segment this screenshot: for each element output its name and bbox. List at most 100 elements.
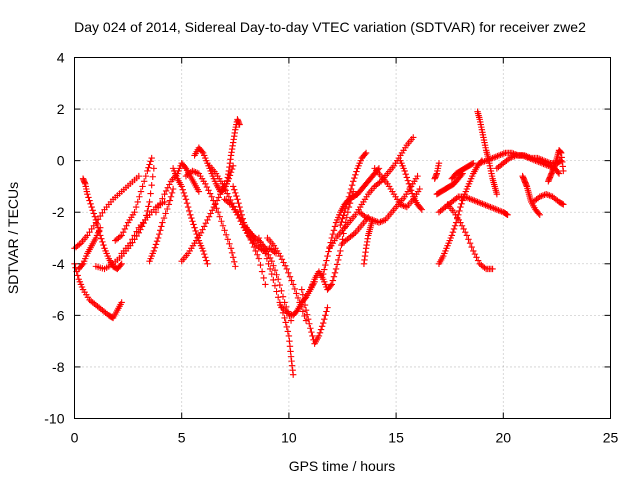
data-point [458, 222, 466, 229]
chart-title: Day 024 of 2014, Sidereal Day-to-day VTE… [74, 19, 586, 35]
data-point [333, 261, 341, 268]
data-point [238, 211, 245, 218]
data-point [263, 255, 271, 262]
data-point [133, 228, 140, 235]
data-point [224, 190, 231, 197]
data-point [536, 211, 543, 218]
data-point [503, 210, 510, 218]
data-point [332, 265, 340, 273]
data-point [197, 229, 205, 237]
data-point [456, 207, 463, 215]
data-point [323, 308, 330, 315]
data-point [343, 201, 350, 208]
data-point [348, 181, 356, 189]
data-point [293, 308, 300, 315]
data-point [282, 319, 289, 326]
data-point [560, 201, 567, 208]
series-arc12 [182, 167, 239, 270]
data-point [273, 271, 280, 278]
data-point [293, 290, 300, 297]
data-point [457, 219, 464, 226]
data-point [142, 172, 149, 180]
data-point [322, 261, 329, 269]
data-point [302, 307, 310, 314]
data-point [224, 236, 231, 243]
data-point [257, 261, 264, 269]
data-point [416, 185, 423, 193]
data-point [147, 190, 154, 197]
data-point [164, 184, 171, 191]
data-point [299, 308, 307, 315]
data-point [165, 201, 173, 208]
data-point [204, 260, 211, 267]
data-point [280, 259, 287, 266]
data-point [304, 316, 312, 323]
data-point [468, 243, 475, 251]
data-point [118, 232, 125, 239]
data-point [236, 121, 243, 128]
data-point [127, 239, 134, 247]
data-point [202, 219, 210, 227]
data-point [232, 263, 239, 270]
series-arc16 [221, 196, 280, 257]
data-point [257, 238, 264, 246]
data-point [239, 215, 247, 222]
data-point [131, 232, 138, 239]
data-point [329, 277, 337, 284]
data-point [202, 254, 209, 261]
data-point [191, 224, 198, 231]
data-point [225, 193, 233, 200]
data-point [274, 276, 282, 283]
data-point [140, 178, 148, 185]
data-point [88, 225, 95, 233]
data-point [287, 317, 295, 324]
x-axis-label: GPS time / hours [289, 458, 396, 474]
data-point [306, 320, 313, 327]
data-point [291, 285, 298, 293]
data-point [401, 167, 408, 175]
data-point [283, 265, 290, 273]
data-point [120, 228, 127, 236]
data-point [281, 314, 288, 322]
data-point [233, 192, 240, 200]
data-point [92, 216, 100, 224]
data-point [351, 174, 358, 182]
y-tick-label: -4 [52, 256, 65, 272]
data-point [307, 325, 314, 332]
data-point [323, 257, 330, 264]
data-point [231, 186, 238, 193]
data-point [190, 221, 197, 228]
data-point [285, 269, 292, 277]
data-point [560, 167, 567, 175]
data-point [252, 247, 259, 255]
data-point [137, 188, 145, 195]
data-point [93, 220, 101, 228]
data-point [181, 163, 189, 171]
x-tick-label: 10 [281, 430, 297, 446]
data-point [266, 265, 274, 273]
data-point [184, 203, 192, 211]
data-point [134, 198, 141, 206]
data-point [201, 223, 208, 230]
series-arc22 [298, 286, 331, 347]
data-point [117, 261, 124, 269]
data-point [208, 193, 215, 200]
series-arc15 [223, 116, 243, 188]
data-point [213, 205, 220, 212]
data-point [457, 203, 464, 211]
data-point [162, 210, 169, 217]
data-point [402, 170, 409, 178]
data-point [449, 228, 457, 236]
data-point [378, 218, 386, 225]
data-point [216, 213, 223, 220]
data-point [192, 227, 199, 235]
data-point [158, 223, 165, 230]
data-point [473, 254, 480, 261]
data-point [344, 197, 352, 204]
data-point [166, 197, 174, 204]
data-point [346, 189, 354, 197]
data-point [283, 323, 290, 331]
data-point [504, 211, 511, 218]
data-point [343, 214, 350, 221]
data-point [147, 158, 154, 165]
